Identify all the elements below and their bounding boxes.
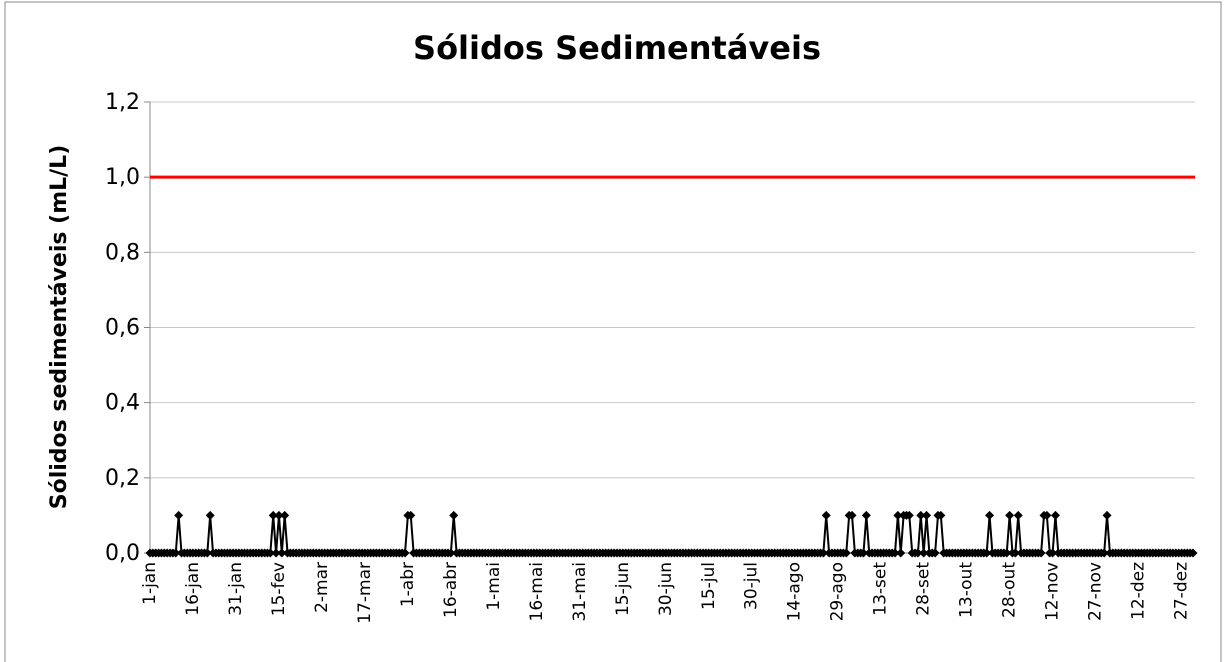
data-marker <box>274 510 284 520</box>
data-marker <box>1002 548 1012 558</box>
data-marker <box>985 510 995 520</box>
data-marker <box>858 548 868 558</box>
x-tick-label: 27-nov <box>1086 562 1106 621</box>
x-tick-label: 15-fev <box>269 562 289 616</box>
data-marker <box>1005 510 1015 520</box>
data-marker <box>861 510 871 520</box>
y-tick-label: 0,6 <box>105 316 140 341</box>
data-marker <box>896 548 906 558</box>
data-marker <box>1042 510 1052 520</box>
data-marker <box>930 548 940 558</box>
x-tick-label: 31-jan <box>226 562 246 616</box>
x-tick-label: 28-set <box>914 562 934 616</box>
data-marker <box>1036 548 1046 558</box>
y-tick-label: 1,0 <box>105 165 140 190</box>
data-marker <box>919 548 929 558</box>
data-marker <box>821 510 831 520</box>
x-tick-label: 17-mar <box>355 562 375 624</box>
data-marker <box>1050 510 1060 520</box>
data-marker <box>1188 548 1198 558</box>
data-marker <box>904 510 914 520</box>
data-marker <box>171 548 181 558</box>
data-marker <box>1013 510 1023 520</box>
data-marker <box>268 510 278 520</box>
x-tick-label: 29-ago <box>828 562 848 621</box>
data-marker <box>446 548 456 558</box>
chart-title: Sólidos Sedimentáveis <box>413 29 821 67</box>
data-marker <box>277 548 287 558</box>
data-marker <box>1010 548 1020 558</box>
x-tick-label: 30-jul <box>742 562 762 610</box>
y-tick-label: 0,8 <box>105 240 140 265</box>
data-marker <box>400 548 410 558</box>
x-tick-label: 15-jul <box>699 562 719 610</box>
data-marker <box>916 510 926 520</box>
y-axis-title: Sólidos sedimentáveis (mL/L) <box>47 145 72 510</box>
x-tick-label: 12-nov <box>1043 562 1063 621</box>
data-marker <box>893 510 903 520</box>
y-tick-label: 0,4 <box>105 391 140 416</box>
x-tick-label: 13-set <box>871 562 891 616</box>
y-tick-label: 0,2 <box>105 466 140 491</box>
data-marker <box>205 510 215 520</box>
data-marker <box>1099 548 1109 558</box>
x-tick-label: 27-dez <box>1172 562 1192 620</box>
data-marker <box>936 510 946 520</box>
data-marker <box>847 510 857 520</box>
x-tick-label: 1-mai <box>484 562 504 611</box>
x-tick-label: 13-out <box>957 562 977 618</box>
data-marker <box>841 548 851 558</box>
x-tick-label: 2-mar <box>312 562 332 613</box>
data-marker <box>890 548 900 558</box>
data-marker <box>1048 548 1058 558</box>
data-marker <box>818 548 828 558</box>
data-marker <box>982 548 992 558</box>
x-tick-label: 16-mai <box>527 562 547 621</box>
data-marker <box>913 548 923 558</box>
x-tick-label: 31-mai <box>570 562 590 621</box>
y-tick-label: 0,0 <box>105 541 140 566</box>
data-marker <box>922 510 932 520</box>
x-tick-label: 16-jan <box>183 562 203 616</box>
x-tick-label: 30-jun <box>656 562 676 616</box>
data-marker <box>406 510 416 520</box>
data-marker <box>265 548 275 558</box>
x-tick-label: 28-out <box>1000 562 1020 618</box>
x-tick-label: 14-ago <box>785 562 805 621</box>
data-marker <box>1102 510 1112 520</box>
x-tick-label: 15-jun <box>613 562 633 616</box>
x-tick-label: 1-abr <box>398 562 418 607</box>
y-tick-label: 1,2 <box>105 90 140 115</box>
data-marker <box>174 510 184 520</box>
x-tick-label: 12-dez <box>1129 562 1149 620</box>
data-marker <box>202 548 212 558</box>
x-tick-label: 16-abr <box>441 562 461 618</box>
data-marker <box>271 548 281 558</box>
x-tick-label: 1-jan <box>140 562 160 605</box>
data-marker <box>449 510 459 520</box>
data-marker <box>280 510 290 520</box>
